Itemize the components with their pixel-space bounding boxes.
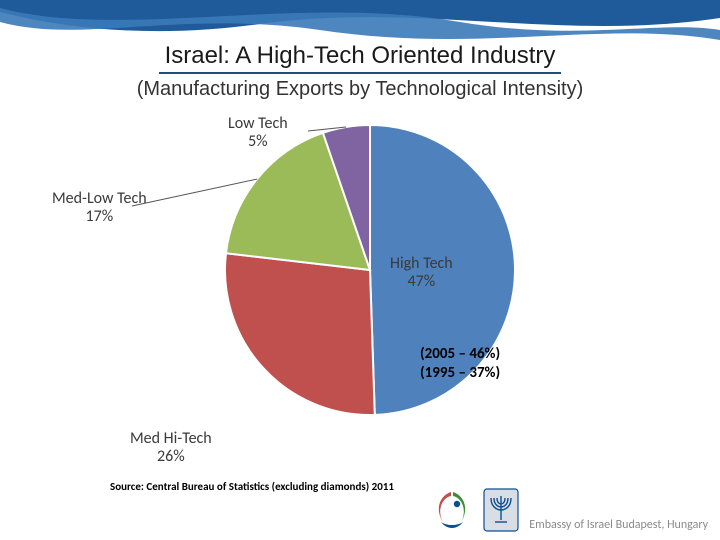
- title-block: Israel: A High-Tech Oriented Industry (M…: [0, 42, 720, 101]
- pie-slice-label: High Tech47%: [390, 255, 453, 290]
- ribbon-logo-icon: [429, 488, 473, 532]
- pie-chart: High Tech47% Med Hi-Tech26% Med-Low Tech17…: [0, 110, 720, 480]
- pie-slice-label: Med-Low Tech17%: [52, 190, 147, 225]
- slide-root: Israel: A High-Tech Oriented Industry (M…: [0, 0, 720, 540]
- slice-pct: 26%: [130, 448, 212, 466]
- slice-pct: 47%: [390, 273, 453, 291]
- slice-pct: 5%: [228, 133, 288, 151]
- pie-slice: [225, 253, 375, 415]
- slide-title: Israel: A High-Tech Oriented Industry: [159, 42, 562, 74]
- slice-name: Med Hi-Tech: [130, 430, 212, 448]
- historical-annotation: (2005 – 46%) (1995 – 37%): [420, 345, 500, 383]
- slice-name: High Tech: [390, 255, 453, 273]
- pie-slice-label: Med Hi-Tech26%: [130, 430, 212, 465]
- annotation-2005: (2005 – 46%): [420, 345, 500, 363]
- pie-slice-label: Low Tech5%: [228, 115, 288, 150]
- slice-name: Low Tech: [228, 115, 288, 133]
- annotation-1995: (1995 – 37%): [420, 364, 500, 382]
- footer-text: Embassy of Israel Budapest, Hungary: [529, 518, 708, 532]
- slide-subtitle: (Manufacturing Exports by Technological …: [0, 78, 720, 101]
- source-text: Source: Central Bureau of Statistics (ex…: [110, 480, 394, 493]
- menorah-logo-icon: [483, 488, 519, 532]
- footer: Embassy of Israel Budapest, Hungary: [429, 488, 708, 532]
- slice-name: Med-Low Tech: [52, 190, 147, 208]
- slice-pct: 17%: [52, 208, 147, 226]
